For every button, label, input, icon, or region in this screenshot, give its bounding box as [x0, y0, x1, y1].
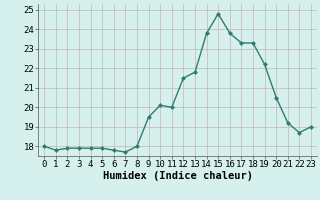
- X-axis label: Humidex (Indice chaleur): Humidex (Indice chaleur): [103, 171, 252, 181]
